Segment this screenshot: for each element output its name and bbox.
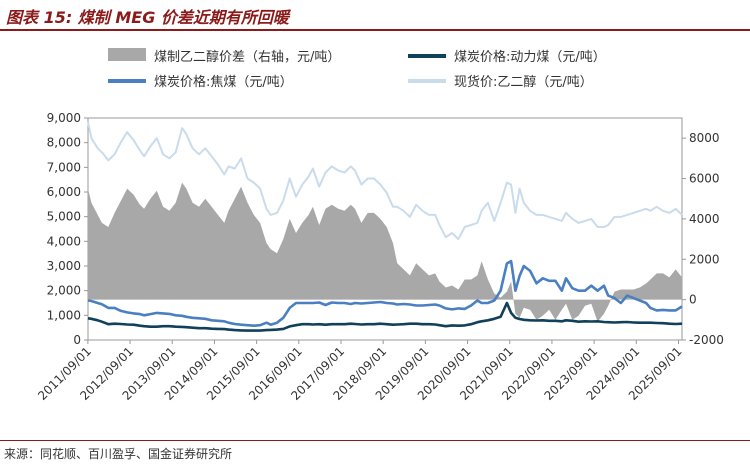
- series-area-meg-spread: [88, 182, 682, 322]
- right-axis: -2000 0 2000 4000 6000 8000: [682, 131, 724, 347]
- source-note: 来源：同花顺、百川盈孚、国金证券研究所: [4, 447, 233, 461]
- line-layer: [87, 121, 683, 332]
- series-line-meg-spot: [87, 121, 683, 241]
- left-tick-label: 4,000: [47, 234, 81, 248]
- title-rule: [0, 29, 750, 31]
- series-line-coking-coal: [87, 259, 683, 327]
- right-tick-label: 8000: [689, 131, 720, 145]
- area-layer: [88, 182, 682, 322]
- legend-label: 现货价:乙二醇（元/吨）: [454, 74, 593, 90]
- legend-label: 煤制乙二醇价差（右轴，元/吨）: [154, 49, 340, 65]
- right-tick-label: -2000: [689, 333, 724, 347]
- left-tick-label: 1,000: [47, 308, 81, 322]
- left-tick-label: 6,000: [47, 185, 81, 199]
- right-tick-label: 4000: [689, 212, 720, 226]
- left-tick-label: 2,000: [47, 284, 81, 298]
- left-tick-label: 0: [73, 333, 81, 347]
- left-tick-label: 3,000: [47, 259, 81, 273]
- right-tick-label: 6000: [689, 172, 720, 186]
- left-tick-label: 8,000: [47, 136, 81, 150]
- legend: 煤制乙二醇价差（右轴，元/吨） 煤炭价格:动力煤（元/吨） 煤炭价格:焦煤（元/吨）…: [108, 48, 606, 90]
- right-tick-label: 2000: [689, 252, 720, 266]
- legend-label: 煤炭价格:动力煤（元/吨）: [454, 49, 606, 65]
- left-tick-label: 5,000: [47, 210, 81, 224]
- chart: 煤制乙二醇价差（右轴，元/吨） 煤炭价格:动力煤（元/吨） 煤炭价格:焦煤（元/吨）…: [35, 48, 724, 403]
- legend-label: 煤炭价格:焦煤（元/吨）: [154, 74, 293, 90]
- series-line-thermal-coal: [87, 301, 683, 332]
- legend-swatch: [108, 48, 146, 61]
- right-tick-label: 0: [689, 293, 697, 307]
- x-axis: 2011/09/012012/09/012013/09/012014/09/01…: [35, 340, 685, 403]
- left-tick-label: 7,000: [47, 160, 81, 174]
- left-axis: 0 1,000 2,000 3,000 4,000 5,000 6,000 7,000 8,00…: [47, 111, 88, 347]
- source-rule: [0, 440, 750, 441]
- left-tick-label: 9,000: [47, 111, 81, 125]
- chart-title: 图表 15: 煤制 MEG 价差近期有所回暖: [6, 8, 289, 27]
